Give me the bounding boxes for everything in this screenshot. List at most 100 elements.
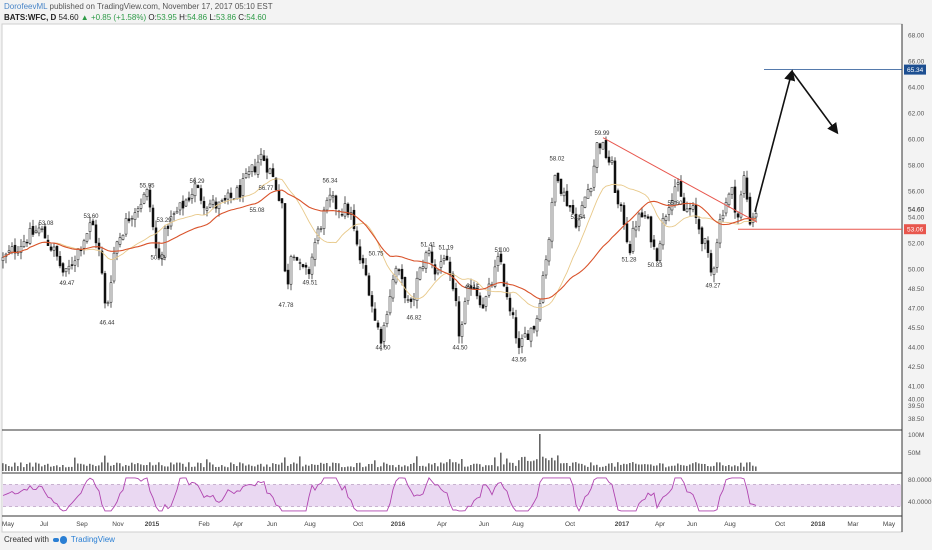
volume-bar <box>482 466 484 471</box>
volume-bar <box>152 465 154 471</box>
descending-trendline[interactable] <box>602 137 758 223</box>
volume-bar <box>44 464 46 471</box>
candle-body <box>340 214 344 216</box>
volume-bar <box>659 463 661 471</box>
volume-bar <box>371 463 373 471</box>
volume-bar <box>176 462 178 471</box>
time-axis-tick: Oct <box>775 521 785 528</box>
volume-bar <box>350 466 352 471</box>
price-axis-tick: 64.00 <box>908 85 925 92</box>
symbol-ticker[interactable]: BATS:WFC, D <box>4 13 57 22</box>
candle-body <box>139 203 143 209</box>
candle-body <box>511 312 515 316</box>
volume-bar <box>485 465 487 471</box>
candle-body <box>178 202 182 211</box>
price-axis-tick: 68.00 <box>908 33 925 40</box>
volume-bar <box>290 464 292 471</box>
volume-bar <box>632 462 634 471</box>
volume-bar <box>287 465 289 471</box>
candle-body <box>343 203 347 217</box>
volume-bar <box>143 465 145 471</box>
volume-bar <box>653 465 655 471</box>
candle-body <box>100 250 104 274</box>
candle-body <box>556 172 560 182</box>
volume-bar <box>494 457 496 471</box>
volume-bar <box>23 467 25 471</box>
forecast-arrow-down[interactable] <box>791 70 839 135</box>
price-annotation: 51.28 <box>621 257 637 263</box>
volume-bar <box>14 462 16 471</box>
candle-body <box>325 199 329 211</box>
candle-body <box>181 200 185 209</box>
volume-bar <box>650 464 652 471</box>
candle-body <box>64 268 68 273</box>
volume-bar <box>335 463 337 471</box>
price-annotation: 50.83 <box>647 263 663 269</box>
volume-bar <box>569 466 571 471</box>
volume-bar <box>38 463 40 471</box>
volume-bar <box>734 465 736 471</box>
candle-body <box>49 246 53 251</box>
high-value: 54.86 <box>187 13 208 22</box>
volume-bar <box>641 464 643 471</box>
candle-body <box>241 178 245 196</box>
volume-bar <box>155 464 157 471</box>
volume-bar <box>47 463 49 471</box>
candle-body <box>244 173 248 179</box>
volume-bar <box>413 462 415 471</box>
author-link[interactable]: DorofeevML <box>4 2 48 11</box>
volume-bar <box>602 466 604 471</box>
volume-bar <box>161 465 163 471</box>
candle-body <box>733 186 737 213</box>
time-axis-tick: 2016 <box>391 521 406 528</box>
candle-body <box>190 194 194 199</box>
price-annotation: 58.02 <box>549 157 565 163</box>
candle-body <box>514 317 518 339</box>
tradingview-brand[interactable]: TradingView <box>70 535 115 544</box>
candle-body <box>397 269 401 272</box>
candle-body <box>355 230 359 245</box>
time-axis-tick: Jun <box>479 521 490 528</box>
volume-bar <box>281 462 283 471</box>
volume-bar <box>509 462 511 471</box>
volume-bar <box>629 463 631 471</box>
volume-bar <box>167 466 169 471</box>
volume-bar <box>68 466 70 471</box>
publish-info: published on TradingView.com, November 1… <box>49 2 273 11</box>
candle-body <box>622 205 626 225</box>
candle-body <box>265 158 269 173</box>
volume-bar <box>407 466 409 471</box>
volume-bar <box>695 462 697 471</box>
price-annotation: 53.08 <box>38 221 54 227</box>
price-change: +0.85 (+1.58%) <box>90 13 147 22</box>
candle-body <box>319 228 323 230</box>
volume-bar <box>662 463 664 471</box>
candle-body <box>406 299 410 301</box>
volume-bar <box>617 462 619 471</box>
candle-body <box>277 190 281 201</box>
candle-body <box>115 241 119 254</box>
volume-bar <box>65 467 67 471</box>
candle-body <box>283 203 287 272</box>
volume-bar <box>674 465 676 471</box>
volume-bar <box>554 460 556 471</box>
candle-body <box>253 166 257 173</box>
candle-body <box>37 227 41 234</box>
last-price: 54.60 <box>58 13 79 22</box>
volume-bar <box>401 466 403 471</box>
last-price-label: 54.60 <box>908 207 925 214</box>
candle-body <box>175 210 179 214</box>
volume-bar <box>341 467 343 471</box>
volume-bar <box>146 465 148 471</box>
price-annotation: 50.75 <box>368 251 384 257</box>
volume-bar <box>182 463 184 471</box>
candle-body <box>202 201 206 209</box>
forecast-arrow-up[interactable] <box>754 69 796 213</box>
price-annotation: 55.60 <box>667 201 683 207</box>
volume-bar <box>512 462 514 471</box>
candle-body <box>82 240 86 249</box>
candle-body <box>322 209 326 229</box>
volume-bar <box>497 466 499 471</box>
price-axis-tick: 42.50 <box>908 364 925 371</box>
